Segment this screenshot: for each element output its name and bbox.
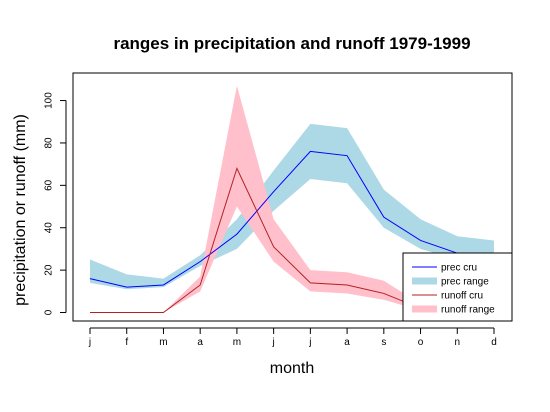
x-tick-label: o bbox=[418, 337, 424, 348]
x-tick-label: m bbox=[159, 337, 167, 348]
y-tick-label: 80 bbox=[44, 137, 55, 149]
plot-frame bbox=[72, 72, 513, 322]
legend-label-runoff-cru: runoff cru bbox=[441, 291, 483, 302]
y-axis: 0 20 40 60 80 100 bbox=[44, 92, 67, 315]
legend-label-runoff-range: runoff range bbox=[441, 305, 495, 316]
x-tick-label: j bbox=[88, 337, 91, 348]
y-tick-label: 0 bbox=[44, 309, 55, 315]
y-tick-label: 40 bbox=[44, 222, 55, 234]
x-tick-label: f bbox=[125, 337, 128, 348]
x-tick-label: s bbox=[381, 337, 386, 348]
y-axis-label: precipitation or runoff (mm) bbox=[12, 114, 29, 306]
x-tick-label: a bbox=[344, 337, 350, 348]
runoff-range-band bbox=[90, 85, 494, 313]
chart-title: ranges in precipitation and runoff 1979-… bbox=[113, 34, 470, 53]
x-axis-label: month bbox=[270, 360, 314, 377]
range-bands bbox=[90, 85, 494, 313]
x-tick-label: j bbox=[272, 337, 275, 348]
prec-cru-line bbox=[89, 150, 495, 288]
legend-label-prec-range: prec range bbox=[441, 277, 489, 288]
prec-range-band bbox=[90, 123, 494, 290]
x-tick-label: j bbox=[308, 337, 311, 348]
x-tick-label: m bbox=[233, 337, 241, 348]
x-tick-label: d bbox=[491, 337, 497, 348]
x-tick-label: n bbox=[454, 337, 460, 348]
x-tick-label: a bbox=[197, 337, 203, 348]
legend-label-prec-cru: prec cru bbox=[441, 263, 477, 274]
y-tick-label: 100 bbox=[44, 92, 55, 109]
y-tick-label: 20 bbox=[44, 264, 55, 276]
y-tick-label: 60 bbox=[44, 179, 55, 191]
legend: prec cru prec range runoff cru runoff range bbox=[402, 252, 513, 322]
